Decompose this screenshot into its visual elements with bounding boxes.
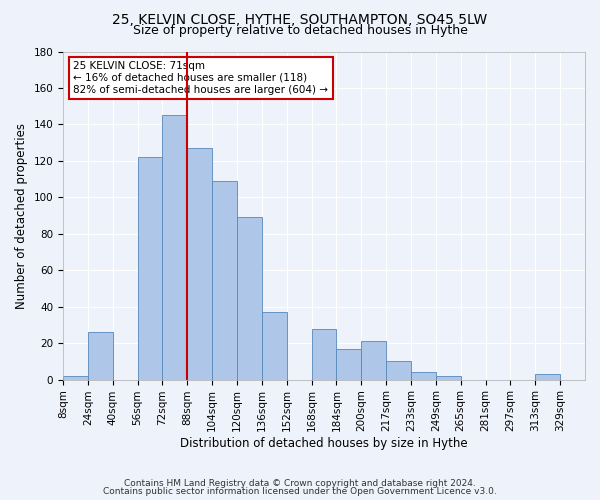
Bar [411, 372, 436, 380]
Text: Size of property relative to detached houses in Hythe: Size of property relative to detached ho… [133, 24, 467, 37]
Text: Contains HM Land Registry data © Crown copyright and database right 2024.: Contains HM Land Registry data © Crown c… [124, 478, 476, 488]
Bar [63, 376, 88, 380]
Bar [212, 181, 237, 380]
Bar [262, 312, 287, 380]
Text: Contains public sector information licensed under the Open Government Licence v3: Contains public sector information licen… [103, 487, 497, 496]
Bar [386, 362, 411, 380]
Bar [163, 116, 187, 380]
Bar [535, 374, 560, 380]
Text: 25 KELVIN CLOSE: 71sqm
← 16% of detached houses are smaller (118)
82% of semi-de: 25 KELVIN CLOSE: 71sqm ← 16% of detached… [73, 62, 328, 94]
Bar [187, 148, 212, 380]
Y-axis label: Number of detached properties: Number of detached properties [15, 122, 28, 308]
X-axis label: Distribution of detached houses by size in Hythe: Distribution of detached houses by size … [180, 437, 468, 450]
Bar [88, 332, 113, 380]
Bar [311, 328, 337, 380]
Bar [337, 348, 361, 380]
Text: 25, KELVIN CLOSE, HYTHE, SOUTHAMPTON, SO45 5LW: 25, KELVIN CLOSE, HYTHE, SOUTHAMPTON, SO… [112, 12, 488, 26]
Bar [361, 342, 386, 380]
Bar [137, 157, 163, 380]
Bar [436, 376, 461, 380]
Bar [237, 218, 262, 380]
